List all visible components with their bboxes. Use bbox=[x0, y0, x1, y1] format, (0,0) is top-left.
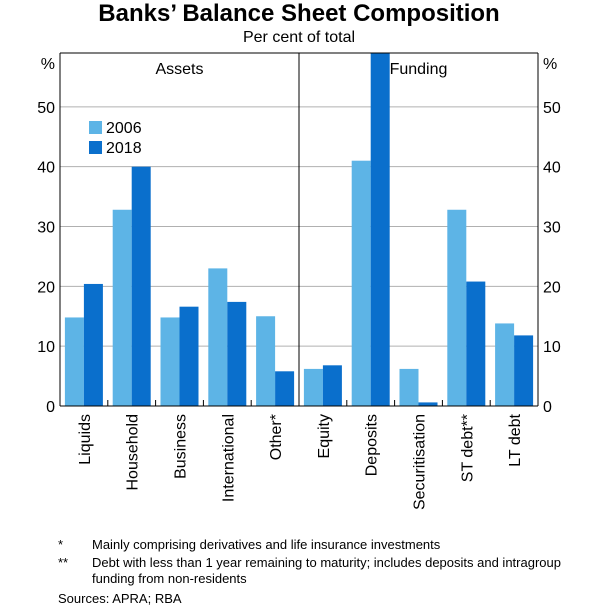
bar-assets-2006-4 bbox=[256, 316, 276, 406]
category-label: ST debt** bbox=[459, 414, 476, 482]
footnote-mark: ** bbox=[58, 555, 69, 570]
footnote-text: Mainly comprising derivatives and life i… bbox=[92, 537, 441, 552]
category-label: Household bbox=[125, 414, 142, 491]
y-tick-label-right: 50 bbox=[543, 100, 561, 117]
footnote-1: * Mainly comprising derivatives and life… bbox=[58, 537, 588, 553]
legend-label-2018: 2018 bbox=[106, 140, 142, 157]
y-tick-label-right: 10 bbox=[543, 339, 561, 356]
bar-assets-2006-1 bbox=[112, 209, 132, 406]
chart-title: Banks’ Balance Sheet Composition bbox=[98, 0, 500, 27]
bar-assets-2006-0 bbox=[64, 317, 84, 406]
y-tick-label-left: 50 bbox=[37, 100, 55, 117]
y-unit-left: % bbox=[41, 56, 55, 73]
bar-assets-2018-2 bbox=[179, 306, 199, 406]
bar-assets-2018-1 bbox=[131, 166, 151, 406]
category-label: Liquids bbox=[77, 414, 94, 465]
bar-assets-2006-2 bbox=[160, 317, 180, 406]
category-label: Securitisation bbox=[412, 414, 429, 510]
bar-assets-2018-3 bbox=[227, 301, 247, 406]
y-unit-right: % bbox=[543, 56, 557, 73]
bar-funding-2018-0 bbox=[322, 365, 342, 406]
category-label: Deposits bbox=[364, 414, 381, 476]
footnote-2: ** Debt with less than 1 year remaining … bbox=[58, 555, 588, 587]
y-tick-label-right: 40 bbox=[543, 160, 561, 177]
y-tick-label-left: 40 bbox=[37, 160, 55, 177]
bar-funding-2006-3 bbox=[447, 209, 467, 406]
y-tick-label-left: 0 bbox=[46, 399, 55, 416]
y-tick-label-right: 20 bbox=[543, 279, 561, 296]
bar-funding-2006-2 bbox=[399, 368, 419, 406]
sources: Sources: APRA; RBA bbox=[58, 591, 182, 606]
bar-funding-2006-1 bbox=[351, 160, 371, 406]
category-label: LT debt bbox=[507, 413, 524, 466]
bar-funding-2018-3 bbox=[466, 281, 486, 406]
y-tick-label-left: 30 bbox=[37, 220, 55, 237]
bar-assets-2018-0 bbox=[83, 283, 103, 406]
y-tick-label-left: 20 bbox=[37, 279, 55, 296]
category-label: Other* bbox=[268, 414, 285, 460]
bar-funding-2006-4 bbox=[495, 323, 515, 406]
panel-title-funding: Funding bbox=[390, 61, 448, 78]
category-label: International bbox=[220, 414, 237, 502]
panel-title-assets: Assets bbox=[155, 61, 203, 78]
footnote-mark: * bbox=[58, 537, 64, 552]
bar-assets-2006-3 bbox=[208, 268, 228, 406]
bar-funding-2006-0 bbox=[303, 368, 323, 406]
legend-swatch-2018 bbox=[89, 141, 102, 154]
footnote-text: Debt with less than 1 year remaining to … bbox=[92, 555, 561, 586]
footnotes: * Mainly comprising derivatives and life… bbox=[58, 537, 588, 607]
chart-area: Liquids Household Business International Oth… bbox=[37, 52, 561, 510]
category-label: Business bbox=[173, 414, 190, 479]
bar-funding-2018-1 bbox=[370, 53, 390, 406]
bar-assets-2018-4 bbox=[275, 371, 295, 406]
bar-funding-2018-2 bbox=[418, 402, 438, 406]
y-tick-label-right: 30 bbox=[543, 220, 561, 237]
category-label: Equity bbox=[316, 414, 333, 458]
y-tick-label-left: 10 bbox=[37, 339, 55, 356]
y-tick-label-right: 0 bbox=[543, 399, 552, 416]
bar-funding-2018-4 bbox=[514, 335, 534, 406]
legend-swatch-2006 bbox=[89, 121, 102, 134]
chart-subtitle: Per cent of total bbox=[242, 29, 356, 46]
legend-label-2006: 2006 bbox=[106, 120, 142, 137]
